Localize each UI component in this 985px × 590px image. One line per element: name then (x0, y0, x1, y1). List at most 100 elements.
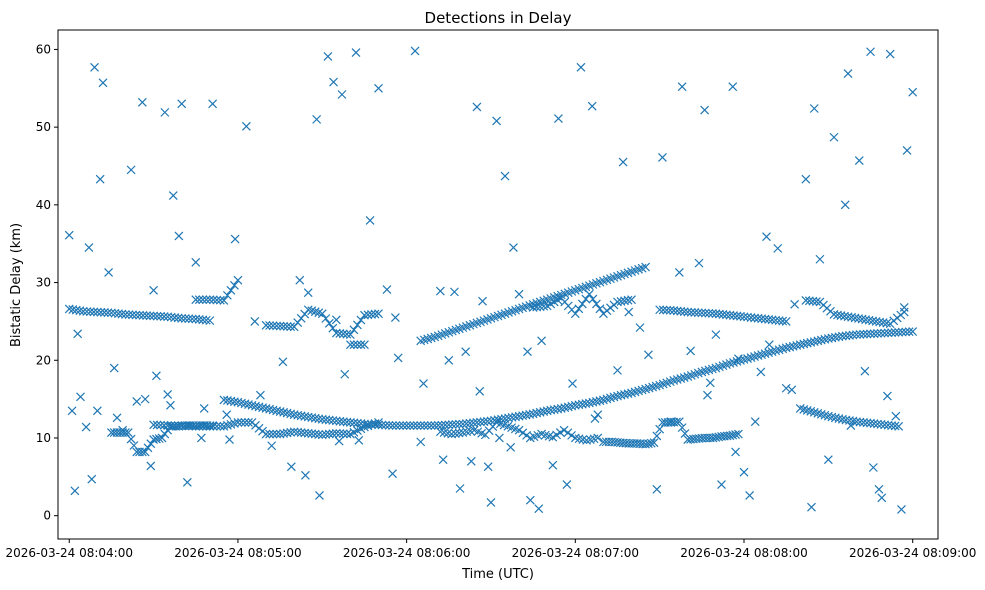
scatter-point (581, 399, 591, 409)
scatter-point (815, 254, 825, 264)
scatter-point (454, 428, 464, 438)
scatter-point (862, 329, 872, 339)
scatter-point (146, 461, 156, 471)
scatter-point (764, 340, 774, 350)
scatter-point (871, 316, 881, 326)
scatter-point (194, 315, 204, 324)
scatter-point (201, 315, 211, 325)
scatter-point (268, 405, 278, 415)
scatter-point (885, 49, 895, 59)
scatter-point (314, 430, 324, 439)
plot-frame (57, 29, 939, 540)
scatter-point (356, 315, 366, 325)
scatter-point (562, 480, 572, 490)
scatter-point (131, 310, 141, 320)
scatter-point (329, 77, 338, 87)
scatter-point (873, 329, 882, 338)
scatter-point (830, 413, 840, 423)
scatter-point (233, 418, 243, 427)
scatter-point (767, 315, 777, 325)
scatter-point (750, 313, 759, 323)
scatter-point (438, 455, 448, 465)
scatter-point (475, 386, 485, 396)
scatter-point (523, 347, 532, 357)
scatter-point (265, 429, 274, 439)
scatter-point (229, 280, 239, 290)
scatter-point (486, 416, 496, 426)
scatter-point (588, 294, 598, 304)
scatter-point (412, 421, 422, 430)
scatter-point (363, 310, 373, 320)
scatter-point (504, 413, 513, 423)
scatter-point (560, 403, 570, 413)
scatter-point (590, 414, 600, 423)
scatter-point (335, 416, 345, 426)
scatter-point (869, 419, 879, 429)
scatter-point (534, 504, 544, 514)
scatter-point (159, 312, 169, 321)
scatter-point (840, 200, 850, 210)
scatter-point (705, 378, 715, 388)
scatter-point (67, 406, 77, 416)
scatter-point (81, 422, 91, 432)
scatter-point (700, 308, 710, 318)
scatter-point (694, 258, 704, 268)
y-tick-label: 10 (36, 431, 51, 445)
scatter-point (199, 404, 209, 413)
scatter-point (293, 427, 303, 437)
scatter-point (525, 495, 535, 505)
scatter-point (731, 430, 740, 440)
scatter-point (882, 391, 892, 401)
scatter-point (468, 418, 478, 428)
scatter-point (808, 296, 818, 306)
scatter-point (733, 429, 743, 439)
scatter-point (461, 347, 471, 357)
scatter-point (478, 296, 487, 306)
scatter-point (790, 299, 800, 309)
scatter-point (897, 327, 907, 337)
scatter-point (827, 333, 837, 343)
scatter-point (837, 414, 847, 424)
scatter-point (525, 410, 535, 419)
scatter-point (256, 390, 265, 400)
scatter-point (152, 311, 162, 321)
scatter-point (437, 420, 447, 430)
scatter-point (268, 429, 278, 439)
scatter-point (194, 295, 204, 305)
scatter-point (563, 402, 573, 412)
scatter-point (743, 312, 752, 322)
scatter-point (577, 399, 587, 409)
scatter-point (191, 295, 201, 305)
scatter-point (861, 315, 871, 325)
scatter-point (384, 420, 394, 430)
scatter-point (731, 447, 740, 457)
scatter-point (152, 420, 162, 430)
scatter-point (574, 400, 584, 410)
scatter-point (539, 407, 549, 416)
scatter-point (315, 491, 324, 500)
scatter-point (613, 297, 622, 307)
scatter-point (307, 413, 317, 423)
scatter-point (746, 313, 756, 322)
scatter-point (830, 332, 840, 342)
scatter-point (804, 296, 814, 306)
scatter-point (859, 329, 868, 339)
scatter-point (880, 328, 890, 338)
scatter-point (829, 309, 839, 319)
scatter-point (461, 419, 471, 429)
scatter-point (868, 316, 878, 326)
scatter-point (345, 418, 355, 427)
scatter-point (494, 433, 504, 443)
scatter-point (419, 421, 429, 430)
scatter-point (104, 268, 114, 277)
scatter-point (338, 329, 348, 339)
scatter-point (846, 421, 856, 430)
scatter-point (894, 327, 904, 337)
scatter-point (110, 308, 120, 318)
scatter-point (208, 99, 218, 109)
x-tick-label: 2026-03-24 08:08:00 (680, 546, 807, 560)
scatter-point (833, 310, 842, 320)
scatter-point (312, 114, 322, 124)
scatter-point (247, 400, 257, 410)
scatter-point (331, 328, 341, 338)
